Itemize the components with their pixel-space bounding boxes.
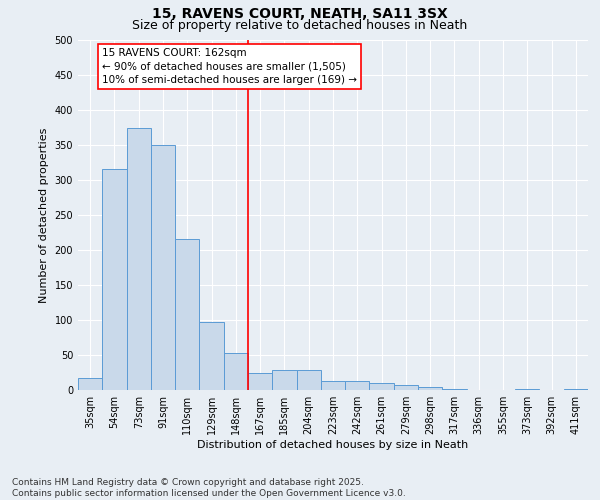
Bar bbox=[151, 145, 175, 390]
Y-axis label: Number of detached properties: Number of detached properties bbox=[39, 128, 49, 302]
Bar bbox=[418, 386, 442, 390]
Bar bbox=[175, 240, 199, 390]
Bar bbox=[394, 385, 418, 390]
Bar bbox=[127, 128, 151, 390]
Bar bbox=[370, 383, 394, 390]
Bar bbox=[296, 370, 321, 390]
Bar bbox=[515, 388, 539, 390]
Bar bbox=[224, 353, 248, 390]
Bar bbox=[78, 378, 102, 390]
Bar bbox=[442, 388, 467, 390]
Bar bbox=[102, 170, 127, 390]
Bar bbox=[199, 322, 224, 390]
Bar bbox=[248, 372, 272, 390]
Bar bbox=[321, 381, 345, 390]
Text: 15 RAVENS COURT: 162sqm
← 90% of detached houses are smaller (1,505)
10% of semi: 15 RAVENS COURT: 162sqm ← 90% of detache… bbox=[102, 48, 357, 85]
Bar bbox=[272, 370, 296, 390]
Bar bbox=[345, 381, 370, 390]
Text: Contains HM Land Registry data © Crown copyright and database right 2025.
Contai: Contains HM Land Registry data © Crown c… bbox=[12, 478, 406, 498]
Text: 15, RAVENS COURT, NEATH, SA11 3SX: 15, RAVENS COURT, NEATH, SA11 3SX bbox=[152, 8, 448, 22]
X-axis label: Distribution of detached houses by size in Neath: Distribution of detached houses by size … bbox=[197, 440, 469, 450]
Text: Size of property relative to detached houses in Neath: Size of property relative to detached ho… bbox=[133, 19, 467, 32]
Bar bbox=[564, 388, 588, 390]
